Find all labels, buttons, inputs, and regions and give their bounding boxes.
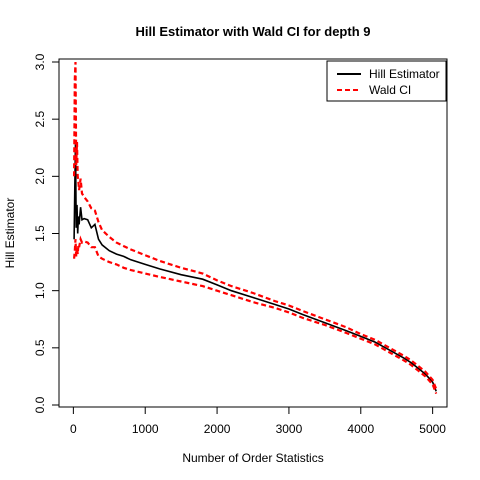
- y-tick-label: 1.0: [33, 282, 47, 299]
- series-layer: [73, 61, 438, 395]
- x-axis: 0 1000 2000 3000 4000 5000: [70, 406, 446, 436]
- x-tick-label: 0: [70, 422, 77, 436]
- series-wald-ci-upper: [73, 61, 438, 390]
- x-tick-label: 1000: [132, 422, 159, 436]
- y-tick-label: 2.5: [33, 111, 47, 128]
- x-tick-label: 2000: [204, 422, 231, 436]
- x-axis-label: Number of Order Statistics: [182, 451, 323, 465]
- y-tick-label: 3.0: [33, 53, 47, 70]
- y-axis-label: Hill Estimator: [3, 198, 17, 269]
- x-tick-label: 4000: [347, 422, 374, 436]
- legend: Hill Estimator Wald CI: [326, 60, 447, 102]
- legend-box: [326, 60, 447, 102]
- series-hill-estimator: [73, 141, 437, 392]
- legend-label-hill-estimator: Hill Estimator: [369, 67, 440, 81]
- y-tick-label: 0.5: [33, 339, 47, 356]
- y-tick-label: 0.0: [33, 396, 47, 413]
- y-tick-label: 1.5: [33, 225, 47, 242]
- chart-title: Hill Estimator with Wald CI for depth 9: [136, 24, 371, 39]
- x-tick-label: 3000: [276, 422, 303, 436]
- legend-label-wald-ci: Wald CI: [369, 83, 411, 97]
- x-tick-label: 5000: [419, 422, 446, 436]
- y-axis: 0.0 0.5 1.0 1.5 2.0 2.5 3.0: [33, 53, 60, 413]
- y-tick-label: 2.0: [33, 168, 47, 185]
- series-wald-ci-lower: [73, 235, 438, 395]
